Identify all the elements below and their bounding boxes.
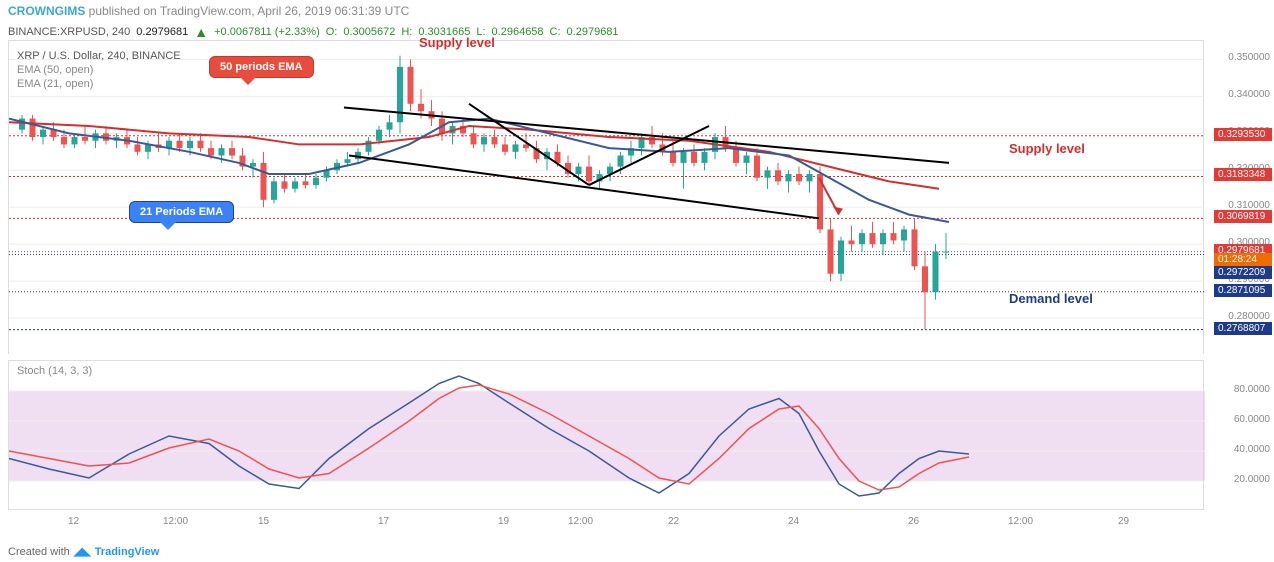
price-chart[interactable]: XRP / U.S. Dollar, 240, BINANCE EMA (50,… <box>8 40 1204 354</box>
price-axis: 0.3500000.3400000.3300000.3200000.310000… <box>1212 40 1274 354</box>
stoch-panel[interactable]: Stoch (14, 3, 3) <box>8 360 1204 510</box>
ohlc-c: 0.2979681 <box>567 26 619 38</box>
published-on: published on TradingView.com, <box>89 4 255 18</box>
price-level-label: 0.3293530 <box>1214 128 1272 141</box>
time-tick: 15 <box>258 516 269 527</box>
price-tick: 0.280000 <box>1228 311 1270 322</box>
stoch-tick: 80.0000 <box>1234 384 1270 395</box>
stoch-legend: Stoch (14, 3, 3) <box>17 365 92 377</box>
tradingview-logo-icon: ◢◣ <box>74 545 91 558</box>
up-arrow-icon: ▲ <box>194 24 208 40</box>
ohlc-h-label: H: <box>401 26 412 38</box>
price-level-label: 01:28:24 <box>1214 253 1272 266</box>
stoch-svg <box>9 361 1205 511</box>
price-chart-svg <box>9 41 1205 355</box>
ohlc-l: 0.2964658 <box>492 26 544 38</box>
time-tick: 19 <box>498 516 509 527</box>
stoch-tick: 20.0000 <box>1234 474 1270 485</box>
last-price: 0.2979681 <box>136 26 188 38</box>
ema21-legend: EMA (21, open) <box>17 77 181 91</box>
time-tick: 24 <box>788 516 799 527</box>
publish-header: CROWNGIMS published on TradingView.com, … <box>0 0 1274 22</box>
price-level-label: 0.3069819 <box>1214 210 1272 223</box>
quote-bar: BINANCE:XRPUSD, 240 0.2979681 ▲ +0.00678… <box>0 22 1274 42</box>
price-tick: 0.350000 <box>1228 52 1270 63</box>
time-tick: 26 <box>908 516 919 527</box>
time-tick: 12:00 <box>163 516 188 527</box>
annotation-text: Supply level <box>1009 141 1085 156</box>
price-level-label: 0.2871095 <box>1214 284 1272 297</box>
ohlc-c-label: C: <box>550 26 561 38</box>
stoch-tick: 40.0000 <box>1234 444 1270 455</box>
stoch-axis: 80.0000 60.0000 40.0000 20.0000 <box>1212 360 1274 510</box>
symbol-interval: BINANCE:XRPUSD, 240 <box>8 26 130 38</box>
time-tick: 22 <box>668 516 679 527</box>
footer: Created with ◢◣ TradingView <box>8 545 159 558</box>
stoch-tick: 60.0000 <box>1234 414 1270 425</box>
price-tick: 0.340000 <box>1228 89 1270 100</box>
ema50-legend: EMA (50, open) <box>17 63 181 77</box>
time-tick: 17 <box>378 516 389 527</box>
tradingview-brand: TradingView <box>95 546 160 558</box>
ohlc-o: 0.3005672 <box>343 26 395 38</box>
annotation-text: Supply level <box>419 35 495 50</box>
ema-callout: 50 periods EMA <box>209 56 314 78</box>
ohlc-o-label: O: <box>326 26 338 38</box>
chart-legend: XRP / U.S. Dollar, 240, BINANCE EMA (50,… <box>17 49 181 91</box>
publish-timestamp: April 26, 2019 06:31:39 UTC <box>257 4 409 18</box>
footer-text: Created with <box>8 546 70 558</box>
time-axis: 12 12:00 15 17 19 12:00 22 24 26 12:00 29 <box>8 512 1204 532</box>
price-level-label: 0.2972209 <box>1214 266 1272 279</box>
annotation-text: Demand level <box>1009 291 1093 306</box>
time-tick: 12:00 <box>568 516 593 527</box>
time-tick: 29 <box>1118 516 1129 527</box>
publisher-name: CROWNGIMS <box>8 4 85 18</box>
chart-title: XRP / U.S. Dollar, 240, BINANCE <box>17 49 181 63</box>
ema-callout: 21 Periods EMA <box>129 201 234 223</box>
price-level-label: 0.2768807 <box>1214 322 1272 335</box>
time-tick: 12 <box>68 516 79 527</box>
change-value: +0.0067811 (+2.33%) <box>214 26 320 38</box>
time-tick: 12:00 <box>1008 516 1033 527</box>
price-level-label: 0.3183348 <box>1214 168 1272 181</box>
